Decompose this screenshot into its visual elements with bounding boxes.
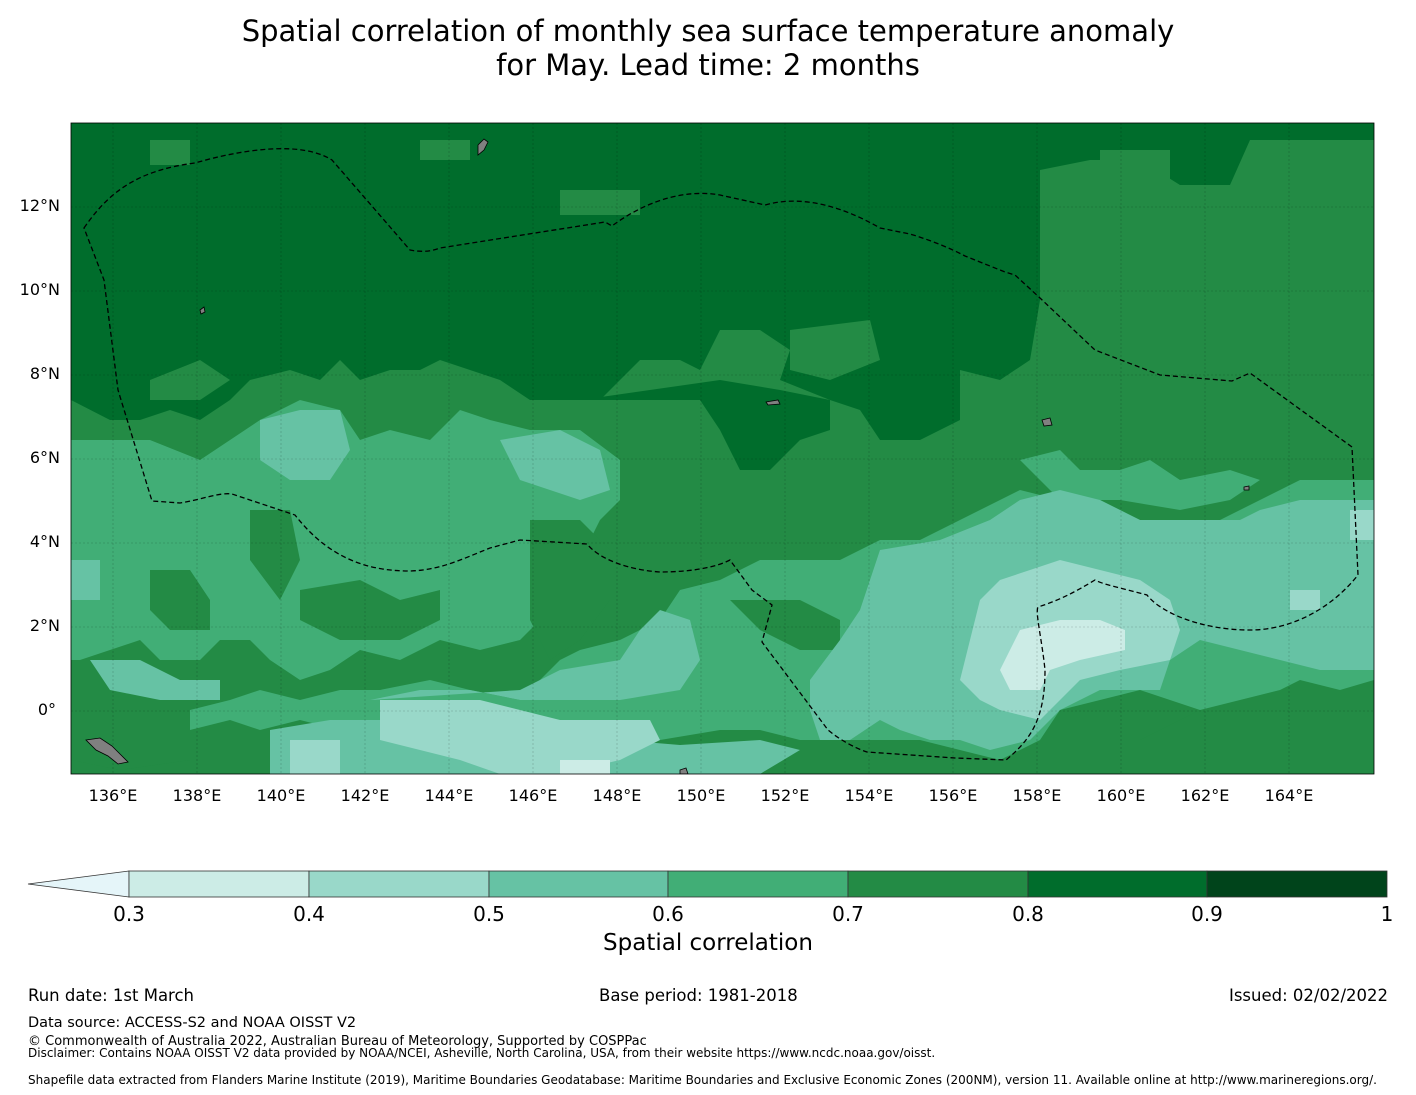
- lat-label-12n: 12°N: [19, 196, 60, 215]
- colorbar-bin-09-10: [1206, 870, 1388, 898]
- field-band-08-09: [71, 123, 1374, 440]
- lat-label-4n: 4°N: [29, 532, 60, 551]
- colorbar: [27, 870, 1388, 898]
- island-yap: [199, 306, 206, 315]
- colorbar-tick-03: 0.3: [113, 902, 145, 926]
- lon-label-138e: 138°E: [172, 786, 222, 805]
- island-manus: [679, 767, 689, 774]
- field-band-04-05: [290, 510, 1374, 774]
- base-period: Base period: 1981-2018: [599, 986, 798, 1005]
- island-guam: [477, 138, 489, 156]
- data-source: Data source: ACCESS-S2 and NOAA OISST V2: [28, 1015, 357, 1031]
- colorbar-tick-07: 0.7: [832, 902, 864, 926]
- graticule: [71, 123, 1374, 774]
- colorbar-label: Spatial correlation: [603, 930, 813, 956]
- colorbar-bin-03-04: [128, 870, 310, 898]
- shapefile-credit: Shapefile data extracted from Flanders M…: [28, 1073, 1377, 1087]
- lon-label-152e: 152°E: [760, 786, 810, 805]
- colorbar-bin-08-09: [1027, 870, 1208, 898]
- colorbar-bin-06-07: [667, 870, 849, 898]
- island-pohnpei: [1041, 417, 1053, 427]
- copyright: © Commonwealth of Australia 2022, Austra…: [28, 1034, 647, 1049]
- lat-label-6n: 6°N: [29, 448, 60, 467]
- lon-label-140e: 140°E: [256, 786, 306, 805]
- lon-label-136e: 136°E: [88, 786, 138, 805]
- lat-label-8n: 8°N: [29, 364, 60, 383]
- title-line-2: for May. Lead time: 2 months: [496, 48, 920, 82]
- lon-label-162e: 162°E: [1180, 786, 1230, 805]
- correlation-field: [71, 123, 1374, 774]
- colorbar-bin-04-05: [308, 870, 490, 898]
- lon-label-156e: 156°E: [928, 786, 978, 805]
- run-date: Run date: 1st March: [28, 986, 194, 1005]
- issued-date: Issued: 02/02/2022: [1228, 986, 1388, 1005]
- field-band-07-08-south: [71, 510, 1374, 774]
- disclaimer: Disclaimer: Contains NOAA OISST V2 data …: [28, 1046, 936, 1060]
- colorbar-bin-07-08: [847, 870, 1029, 898]
- lon-label-142e: 142°E: [340, 786, 390, 805]
- colorbar-tick-06: 0.6: [652, 902, 684, 926]
- colorbar-tick-09: 0.9: [1191, 902, 1223, 926]
- lon-label-154e: 154°E: [844, 786, 894, 805]
- lon-label-150e: 150°E: [676, 786, 726, 805]
- lat-label-0: 0°: [37, 700, 56, 719]
- chart-title: Spatial correlation of monthly sea surfa…: [0, 14, 1416, 82]
- lon-label-158e: 158°E: [1012, 786, 1062, 805]
- island-papua: [85, 737, 129, 765]
- map-frame: [70, 122, 1375, 775]
- colorbar-tick-1: 1: [1380, 902, 1394, 926]
- title-line-1: Spatial correlation of monthly sea surfa…: [241, 14, 1175, 48]
- lon-label-144e: 144°E: [424, 786, 474, 805]
- lon-label-148e: 148°E: [592, 786, 642, 805]
- island-chuuk: [765, 399, 781, 406]
- lat-label-2n: 2°N: [29, 616, 60, 635]
- lon-label-160e: 160°E: [1096, 786, 1146, 805]
- lon-label-164e: 164°E: [1264, 786, 1314, 805]
- colorbar-tick-05: 0.5: [473, 902, 505, 926]
- colorbar-tick-08: 0.8: [1012, 902, 1044, 926]
- colorbar-extend-arrow: [27, 870, 130, 898]
- colorbar-tick-04: 0.4: [293, 902, 325, 926]
- field-band-03-04: [560, 620, 1125, 774]
- lat-label-10n: 10°N: [19, 280, 60, 299]
- land-islands: [85, 138, 1250, 774]
- lon-label-146e: 146°E: [508, 786, 558, 805]
- eez-boundary: [83, 148, 1359, 761]
- island-kosrae: [1243, 485, 1250, 491]
- colorbar-bin-05-06: [488, 870, 669, 898]
